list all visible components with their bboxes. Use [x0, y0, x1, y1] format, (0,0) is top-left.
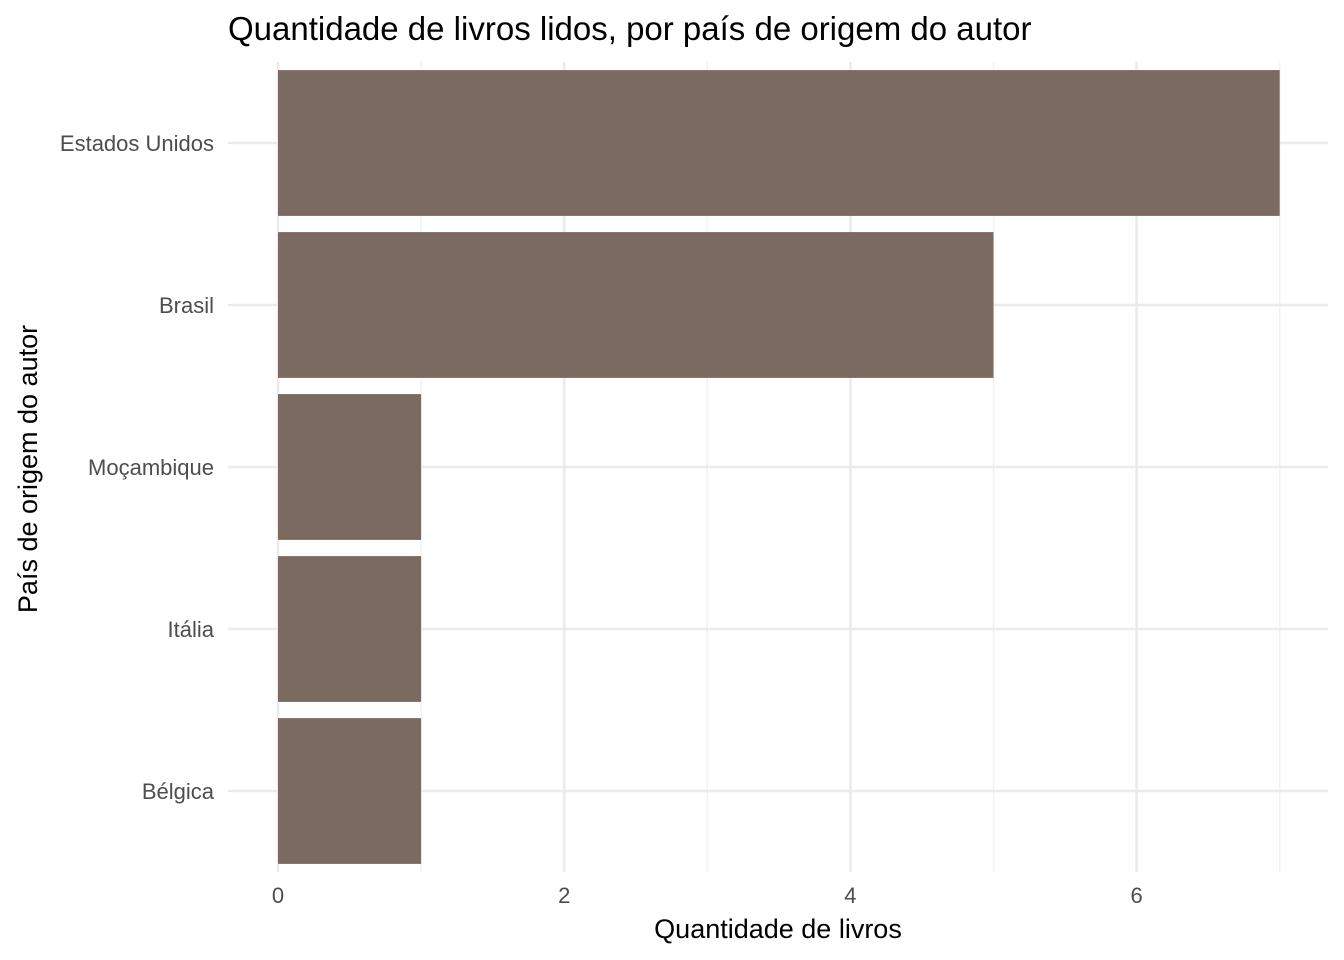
bar — [278, 394, 422, 540]
x-tick-label: 6 — [1130, 883, 1142, 908]
bar — [278, 556, 422, 702]
bars — [278, 70, 1280, 864]
x-tick-label: 4 — [844, 883, 856, 908]
y-tick-label: Bélgica — [142, 779, 215, 804]
x-tick-label: 0 — [272, 883, 284, 908]
y-tick-label: Estados Unidos — [60, 131, 214, 156]
x-tick-label: 2 — [558, 883, 570, 908]
bar — [278, 718, 422, 864]
bar — [278, 70, 1280, 216]
x-axis-title: Quantidade de livros — [654, 914, 902, 944]
y-tick-label: Brasil — [159, 293, 214, 318]
chart-title: Quantidade de livros lidos, por país de … — [228, 10, 1031, 47]
y-tick-label: Moçambique — [88, 455, 214, 480]
y-tick-labels: Estados Unidos Brasil Moçambique Itália Bélg… — [60, 131, 215, 804]
y-axis-title: País de origem do autor — [13, 325, 43, 613]
bar — [278, 232, 994, 378]
y-tick-label: Itália — [168, 617, 215, 642]
x-tick-labels: 0 2 4 6 — [272, 883, 1143, 908]
